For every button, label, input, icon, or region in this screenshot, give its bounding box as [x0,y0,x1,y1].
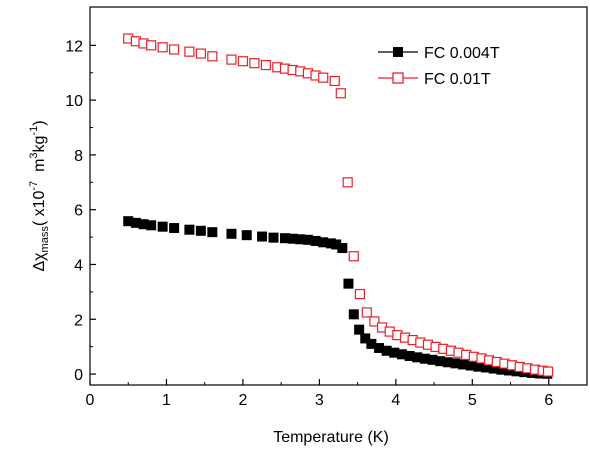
data-point [404,350,415,361]
x-tick-label: 5 [468,392,477,409]
data-point [343,278,354,289]
y-axis-ticks: 0 2 4 6 8 10 12 [65,38,96,384]
data-point [302,234,313,245]
data-point [237,56,249,67]
y-tick-label: 12 [65,38,83,55]
data-point [295,234,306,245]
legend: FC 0.004T FC 0.01T [378,45,500,88]
y-tick-label: 6 [74,203,83,220]
series-fc-004 [123,216,553,379]
data-point [257,231,268,242]
data-point [146,40,157,51]
data-point [374,343,385,354]
data-point [318,72,329,83]
data-point [354,324,365,335]
data-series [123,33,554,379]
legend-label-fc-01: FC 0.01T [424,71,491,88]
data-point [184,224,195,235]
legend-marker-open-square [392,72,404,84]
data-point [335,88,346,99]
data-point [369,316,380,327]
data-point [169,44,180,55]
data-point [226,54,237,65]
data-point [226,228,237,239]
data-point [241,230,252,241]
data-point [419,353,430,364]
x-axis-ticks: 0 1 2 3 4 5 6 [86,379,553,409]
data-point [331,239,342,250]
data-point [157,42,168,53]
data-point [458,359,469,370]
data-point [207,51,218,62]
data-point [488,363,499,374]
data-point [381,345,392,356]
legend-marker-filled-square [393,47,403,57]
y-tick-label: 4 [74,257,83,274]
x-tick-label: 0 [86,392,95,409]
data-point [337,243,348,254]
data-point [360,333,371,344]
data-point [473,361,484,372]
data-point [354,288,366,300]
data-point [287,233,298,244]
legend-entry-fc-01: FC 0.01T [378,71,491,88]
data-point [146,220,157,231]
legend-entry-fc-004: FC 0.004T [378,45,500,62]
data-point [412,352,423,363]
x-tick-label: 3 [315,392,324,409]
data-point [329,75,340,87]
x-tick-label: 2 [238,392,247,409]
data-point [481,362,492,373]
x-tick-label: 4 [391,392,400,409]
data-point [348,309,359,320]
data-point [496,364,507,375]
x-tick-label: 1 [162,392,171,409]
data-point [138,219,149,230]
data-point [435,356,446,367]
plot-frame [89,6,588,386]
data-point [207,227,218,238]
x-axis-title: Temperature (K) [273,429,389,446]
data-point [342,177,353,188]
data-point [325,238,336,249]
series-fc-01 [123,33,554,377]
y-tick-label: 8 [74,148,83,165]
data-point [195,48,206,59]
data-point [361,307,372,318]
data-point [427,354,438,365]
x-tick-label: 6 [544,392,553,409]
y-tick-label: 2 [74,312,83,329]
data-point [268,232,279,243]
data-point [366,338,377,349]
y-axis-title: Δχmass( x10-7 m3kg-1) [28,120,51,271]
data-point [542,366,554,377]
legend-label-fc-004: FC 0.004T [424,45,500,62]
data-point [195,225,206,236]
data-point [396,349,407,360]
data-point [465,360,476,371]
data-point [348,251,359,262]
data-point [318,237,329,248]
data-point [249,58,260,69]
data-point [130,217,141,228]
data-point [260,59,271,71]
y-tick-label: 10 [65,93,83,110]
data-point [442,357,453,368]
data-point [389,347,400,358]
data-point [169,223,180,234]
data-point [184,46,195,57]
y-tick-label: 0 [74,367,83,384]
data-point [450,358,461,369]
data-point [310,235,321,246]
data-point [504,365,515,376]
data-point [279,233,290,244]
data-point [123,216,134,227]
data-point [157,221,168,232]
